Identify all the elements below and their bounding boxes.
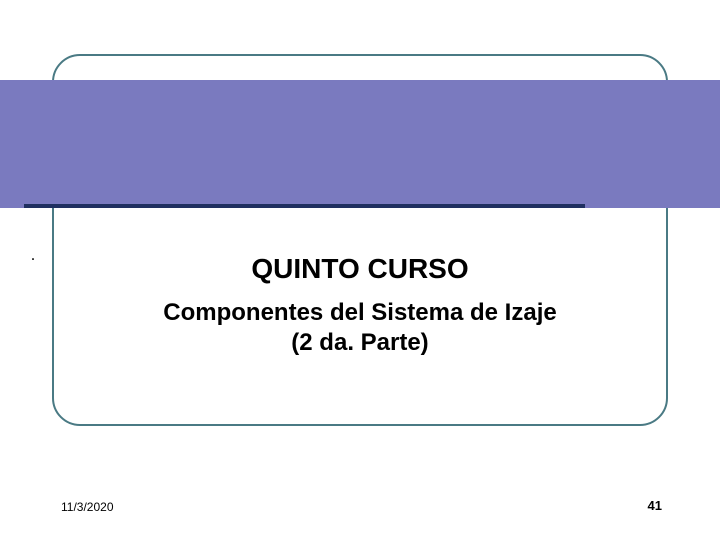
footer-date: 11/3/2020	[61, 500, 114, 514]
footer-page-number: 41	[648, 498, 662, 513]
band-underline	[24, 204, 585, 208]
slide: . QUINTO CURSO Componentes del Sistema d…	[0, 0, 720, 540]
title-band: .	[0, 80, 720, 208]
slide-heading: QUINTO CURSO	[0, 253, 720, 285]
slide-subheading: Componentes del Sistema de Izaje(2 da. P…	[0, 298, 720, 358]
